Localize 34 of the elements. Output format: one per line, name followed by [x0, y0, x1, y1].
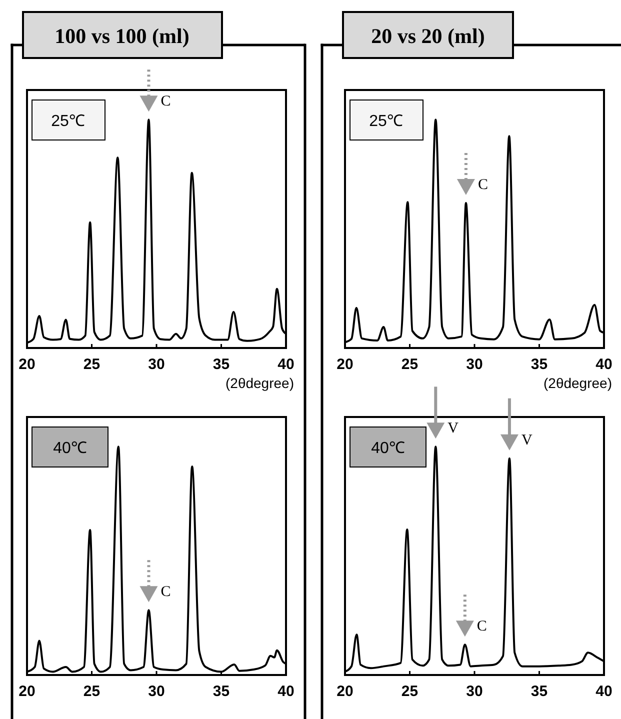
x-tick-label: 20 [18, 683, 36, 700]
annotation: 40℃ [53, 440, 87, 457]
x-tick-label: 20 [336, 683, 354, 700]
annotation: 25℃ [51, 113, 85, 130]
x-tick-label: 40 [596, 683, 612, 700]
x-tick-label: 30 [466, 683, 483, 700]
annotation: C [160, 94, 171, 110]
x-tick-label: 40 [278, 683, 294, 700]
x-tick-label: 25 [83, 356, 100, 373]
x-tick-label: 35 [530, 356, 548, 373]
x-axis-title: (2θdegree) [226, 375, 294, 391]
annotation: C [160, 584, 171, 600]
x-tick-label: 30 [148, 356, 165, 373]
x-tick-label: 30 [466, 356, 483, 373]
x-tick-label: 30 [148, 683, 165, 700]
x-tick-label: 25 [401, 356, 418, 373]
x-axis-title: (2θdegree) [544, 375, 612, 391]
x-tick-label: 20 [336, 356, 354, 373]
annotation: C [476, 618, 487, 635]
x-tick-label: 20 [18, 356, 36, 373]
annotation: 25℃ [369, 113, 403, 130]
annotation: C [478, 177, 488, 194]
annotation: 40℃ [371, 440, 405, 457]
annotation: V [521, 432, 532, 448]
chart-title: 100 vs 100 (ml) [54, 24, 190, 48]
x-tick-label: 35 [530, 683, 548, 700]
x-tick-label: 35 [212, 683, 230, 700]
annotation: V [448, 420, 459, 437]
x-tick-label: 25 [83, 683, 100, 700]
x-tick-label: 40 [596, 356, 612, 373]
x-tick-label: 25 [401, 683, 418, 700]
x-tick-label: 35 [212, 356, 230, 373]
chart-title: 20 vs 20 (ml) [371, 24, 485, 48]
x-tick-label: 40 [278, 356, 294, 373]
